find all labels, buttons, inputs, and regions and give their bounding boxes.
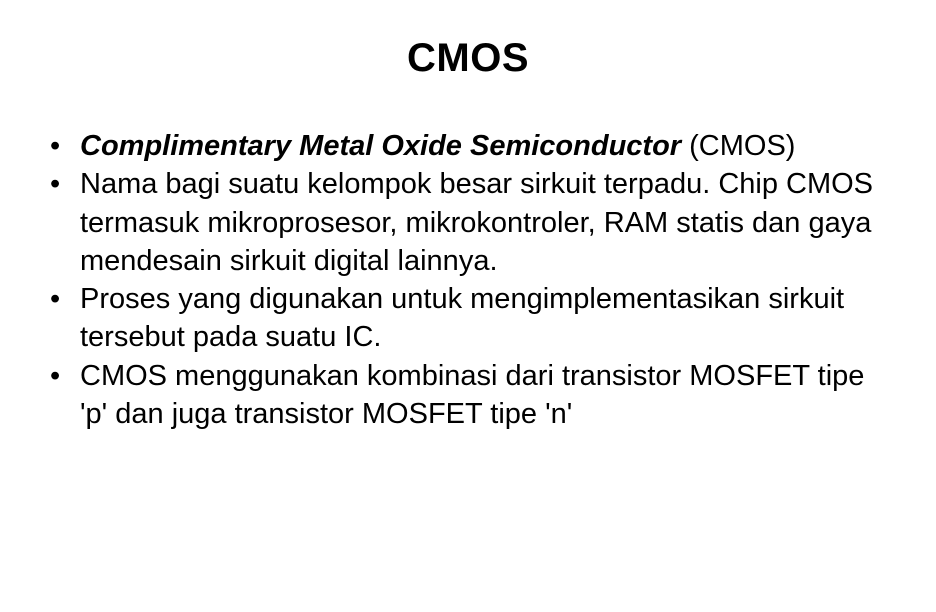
bullet-text-run: CMOS menggunakan kombinasi dari transist… <box>80 360 864 430</box>
bullet-text-run: Nama bagi suatu kelompok besar sirkuit t… <box>80 168 873 277</box>
bullet-text-run: Proses yang digunakan untuk mengimplemen… <box>80 283 844 353</box>
slide: CMOS Complimentary Metal Oxide Semicondu… <box>0 0 936 612</box>
bullet-item: CMOS menggunakan kombinasi dari transist… <box>44 357 892 434</box>
bullet-item: Nama bagi suatu kelompok besar sirkuit t… <box>44 165 892 280</box>
bullet-item: Proses yang digunakan untuk mengimplemen… <box>44 280 892 357</box>
bullet-list: Complimentary Metal Oxide Semiconductor … <box>40 127 896 433</box>
bullet-item: Complimentary Metal Oxide Semiconductor … <box>44 127 892 165</box>
slide-title: CMOS <box>40 36 896 81</box>
bullet-text-run: Complimentary Metal Oxide Semiconductor <box>80 130 681 162</box>
bullet-text-run: (CMOS) <box>681 130 795 162</box>
